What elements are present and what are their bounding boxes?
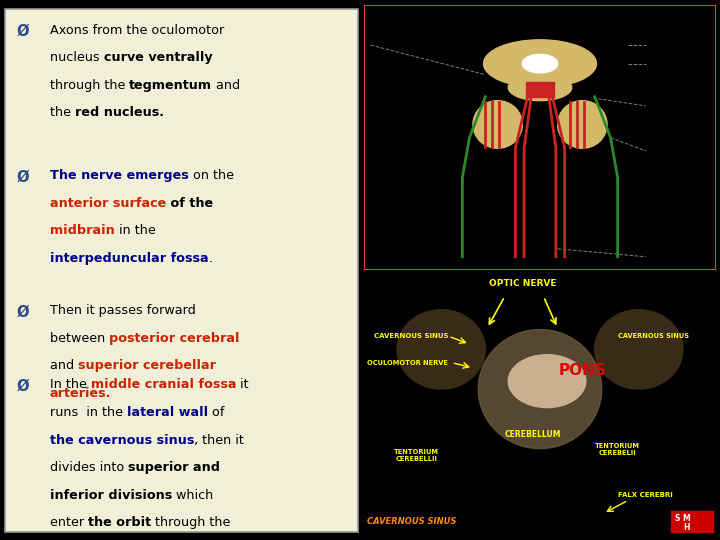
Ellipse shape [523,55,557,73]
Text: — Superior colliculus: — Superior colliculus [649,40,716,45]
Text: superior cerebellar: superior cerebellar [78,360,216,373]
Text: it: it [236,379,249,392]
Text: CAVERNOUS SINUS: CAVERNOUS SINUS [618,333,688,339]
Text: Axons from the oculomotor: Axons from the oculomotor [50,24,224,37]
Text: TENTORIUM
CEREBELLII: TENTORIUM CEREBELLII [394,449,439,462]
Text: Ø: Ø [17,170,30,185]
FancyBboxPatch shape [5,9,358,532]
Text: TENTORIUM
CEREBELII: TENTORIUM CEREBELII [595,443,640,456]
Text: FALX CEREBRI: FALX CEREBRI [618,492,673,498]
Text: of the: of the [166,197,213,210]
Text: , then it: , then it [194,434,244,447]
Text: and: and [50,360,78,373]
Ellipse shape [397,309,485,389]
Text: curve ventrally: curve ventrally [104,51,212,64]
Text: Ø: Ø [17,24,30,39]
Text: arteries.: arteries. [50,387,112,400]
Text: in the: in the [114,225,156,238]
Text: through the: through the [50,79,130,92]
Text: tegmentum: tegmentum [130,79,212,92]
Text: red nucleus.: red nucleus. [75,106,164,119]
Text: The nerve emerges: The nerve emerges [50,170,189,183]
Text: through the: through the [151,516,230,529]
Text: CEREBELLUM: CEREBELLUM [505,429,561,438]
Text: runs  in the: runs in the [50,406,127,419]
Text: posterior cerebral: posterior cerebral [109,332,240,345]
Text: the cavernous sinus: the cavernous sinus [50,434,194,447]
Text: inferior divisions: inferior divisions [50,489,172,502]
Text: — Red nucleus: — Red nucleus [649,146,696,151]
Text: on the: on the [189,170,234,183]
Ellipse shape [557,100,607,148]
Text: — Cerebral aqueduct: — Cerebral aqueduct [649,58,716,64]
Text: OPTIC NERVE: OPTIC NERVE [489,279,556,288]
Text: PONS: PONS [559,363,606,378]
Text: CAVERNOUS SINUS: CAVERNOUS SINUS [367,517,456,526]
Text: M: M [683,514,690,523]
Ellipse shape [484,40,596,87]
Text: between: between [50,332,109,345]
Text: lateral wall: lateral wall [127,406,208,419]
Text: enter: enter [50,516,88,529]
Text: middle cranial fossa: middle cranial fossa [91,379,236,392]
Bar [670,511,713,532]
Text: H: H [683,523,690,532]
Ellipse shape [508,74,572,100]
Text: and: and [212,79,240,92]
Text: S: S [675,514,680,523]
Ellipse shape [508,355,586,408]
Ellipse shape [473,100,523,148]
Text: Then it passes forward: Then it passes forward [50,305,196,318]
Bar [526,82,554,97]
Text: Ø: Ø [17,379,30,394]
Ellipse shape [595,309,683,389]
Text: CAVERNOUS SINUS: CAVERNOUS SINUS [374,333,449,339]
Text: nucleus: nucleus [50,51,104,64]
Text: midbrain: midbrain [50,225,114,238]
Text: which: which [172,489,213,502]
Text: In the: In the [50,379,91,392]
Text: Edinger-Westphal
nucleus
(Preganglionic
parasympathetic
neurons): Edinger-Westphal nucleus (Preganglionic … [367,11,422,39]
Text: superior and: superior and [128,461,220,474]
Ellipse shape [478,329,602,449]
Text: interpeduncular fossa: interpeduncular fossa [50,252,209,265]
Text: the: the [50,106,75,119]
Text: .: . [209,252,212,265]
Text: of: of [208,406,225,419]
Text: Ø: Ø [17,305,30,319]
Text: the orbit: the orbit [88,516,151,529]
Text: OCULOMOTOR NERVE: OCULOMOTOR NERVE [367,360,448,366]
Text: anterior surface: anterior surface [50,197,166,210]
Text: Oculomotor
nucleus
(Somatic motor
neurons): Oculomotor nucleus (Somatic motor neuron… [628,111,674,133]
Text: — Oculomotor nerve: — Oculomotor nerve [649,252,715,256]
Text: divides into: divides into [50,461,128,474]
